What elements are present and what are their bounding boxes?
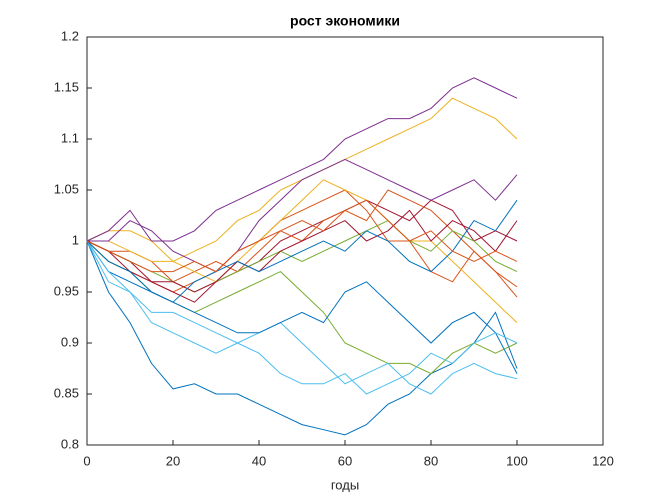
x-tick-label: 100: [506, 453, 528, 468]
x-tick-label: 80: [424, 453, 438, 468]
series-line: [87, 158, 518, 273]
x-tick-label: 60: [338, 453, 352, 468]
series-line: [87, 179, 518, 323]
y-tick-label: 1.05: [54, 181, 79, 196]
x-axis-label: годы: [331, 477, 359, 492]
series-line: [86, 240, 518, 395]
series-line: [86, 199, 518, 303]
x-tick-label: 0: [83, 453, 90, 468]
y-tick-label: 1: [72, 232, 79, 247]
y-tick-label: 0.85: [54, 385, 79, 400]
chart-title: рост экономики: [290, 13, 400, 29]
y-tick-label: 0.9: [61, 334, 79, 349]
y-tick-label: 0.95: [54, 283, 79, 298]
y-tick-label: 0.8: [61, 436, 79, 451]
series-line: [86, 240, 518, 395]
series-line: [86, 77, 518, 242]
x-tick-label: 40: [252, 453, 266, 468]
series-line: [86, 209, 518, 293]
y-tick-label: 1.2: [61, 28, 79, 43]
series-line: [86, 220, 518, 293]
y-tick-label: 1.15: [54, 79, 79, 94]
series-line: [86, 199, 518, 303]
x-tick-label: 120: [592, 453, 614, 468]
series-line: [86, 199, 518, 273]
y-tick-label: 1.1: [61, 130, 79, 145]
x-tick-label: 20: [166, 453, 180, 468]
series-line: [86, 240, 518, 436]
